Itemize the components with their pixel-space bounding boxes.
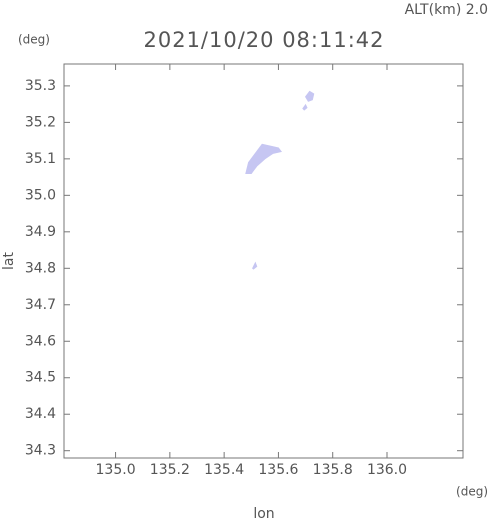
echo-region [245, 143, 283, 174]
x-unit: (deg) [456, 485, 488, 499]
echo-region [252, 261, 258, 270]
y-tick-label: 34.3 [25, 443, 56, 459]
x-tick-label: 135.6 [258, 462, 298, 478]
x-tick-label: 135.4 [204, 462, 244, 478]
x-tick-label: 135.0 [96, 462, 136, 478]
y-tick-label: 34.8 [25, 260, 56, 276]
y-axis-label: lat [1, 252, 17, 270]
echo-region [304, 90, 315, 102]
y-tick-label: 34.7 [25, 297, 56, 313]
x-tick-label: 135.2 [150, 462, 190, 478]
echo-region [302, 103, 308, 111]
y-tick-label: 35.2 [25, 114, 56, 130]
y-tick-label: 35.3 [25, 78, 56, 94]
x-tick-label: 136.0 [367, 462, 407, 478]
y-unit: (deg) [18, 33, 50, 47]
x-axis-label: lon [253, 506, 274, 521]
plot-frame [63, 63, 464, 459]
x-tick-label: 135.8 [313, 462, 353, 478]
y-tick-label: 34.9 [25, 224, 56, 240]
altitude-label: ALT(km) 2.0 [405, 2, 488, 18]
y-tick-label: 34.4 [25, 406, 56, 422]
y-tick-label: 35.0 [25, 187, 56, 203]
chart-title: 2021/10/20 08:11:42 [143, 28, 384, 52]
y-tick-label: 34.6 [25, 333, 56, 349]
y-tick-label: 35.1 [25, 151, 56, 167]
y-tick-label: 34.5 [25, 370, 56, 386]
